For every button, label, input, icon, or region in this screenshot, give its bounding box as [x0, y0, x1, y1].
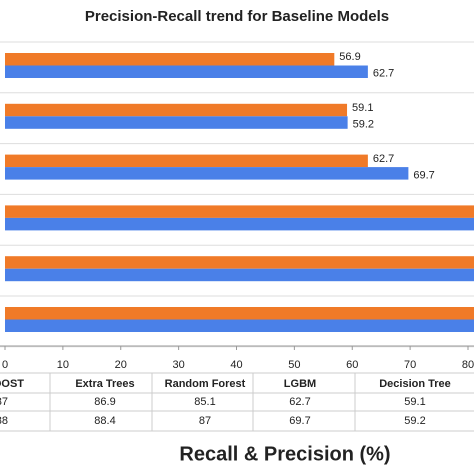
x-tick-label: 40 — [230, 359, 242, 371]
value-label: 56.9 — [339, 51, 360, 63]
table-cell: 87 — [0, 396, 8, 408]
x-tick-label: 10 — [57, 359, 69, 371]
value-label: 59.1 — [352, 102, 373, 114]
table-header: Decision Tree — [379, 378, 451, 390]
table-cell: 88 — [0, 415, 8, 427]
bar — [5, 53, 335, 66]
table-cell: 59.2 — [404, 415, 425, 427]
value-label: 62.7 — [373, 68, 394, 80]
table-header: Extra Trees — [75, 378, 134, 390]
bar — [5, 103, 348, 117]
table-cell: 85.1 — [194, 396, 215, 408]
x-tick-label: 70 — [404, 359, 416, 371]
bar — [5, 307, 474, 320]
value-label: 69.7 — [413, 169, 434, 181]
table-header: OOST — [0, 378, 24, 390]
x-tick-label: 0 — [2, 359, 8, 371]
table-cell: 59.1 — [404, 396, 425, 408]
x-axis-label: Recall & Precision (%) — [179, 443, 390, 465]
bar — [5, 116, 348, 129]
table-header: LGBM — [284, 378, 316, 390]
bar — [5, 256, 474, 269]
bar — [5, 65, 368, 78]
x-tick-label: 30 — [173, 359, 185, 371]
value-label: 59.2 — [353, 118, 374, 130]
table-cell: 86.9 — [94, 396, 115, 408]
x-tick-label: 80 — [462, 359, 474, 371]
x-tick-label: 50 — [288, 359, 300, 371]
table-header: Random Forest — [165, 378, 246, 390]
table-cell: 88.4 — [94, 415, 115, 427]
table-cell: 69.7 — [289, 415, 310, 427]
table-cell: 87 — [199, 415, 211, 427]
bar — [5, 319, 474, 332]
chart-title: Precision-Recall trend for Baseline Mode… — [85, 8, 389, 25]
bar — [5, 217, 474, 231]
bar — [5, 268, 474, 282]
table-cell: 62.7 — [289, 396, 310, 408]
value-label: 62.7 — [373, 153, 394, 165]
bar — [5, 167, 409, 180]
x-tick-label: 60 — [346, 359, 358, 371]
bar — [5, 154, 368, 168]
bar — [5, 205, 474, 218]
x-tick-label: 20 — [115, 359, 127, 371]
